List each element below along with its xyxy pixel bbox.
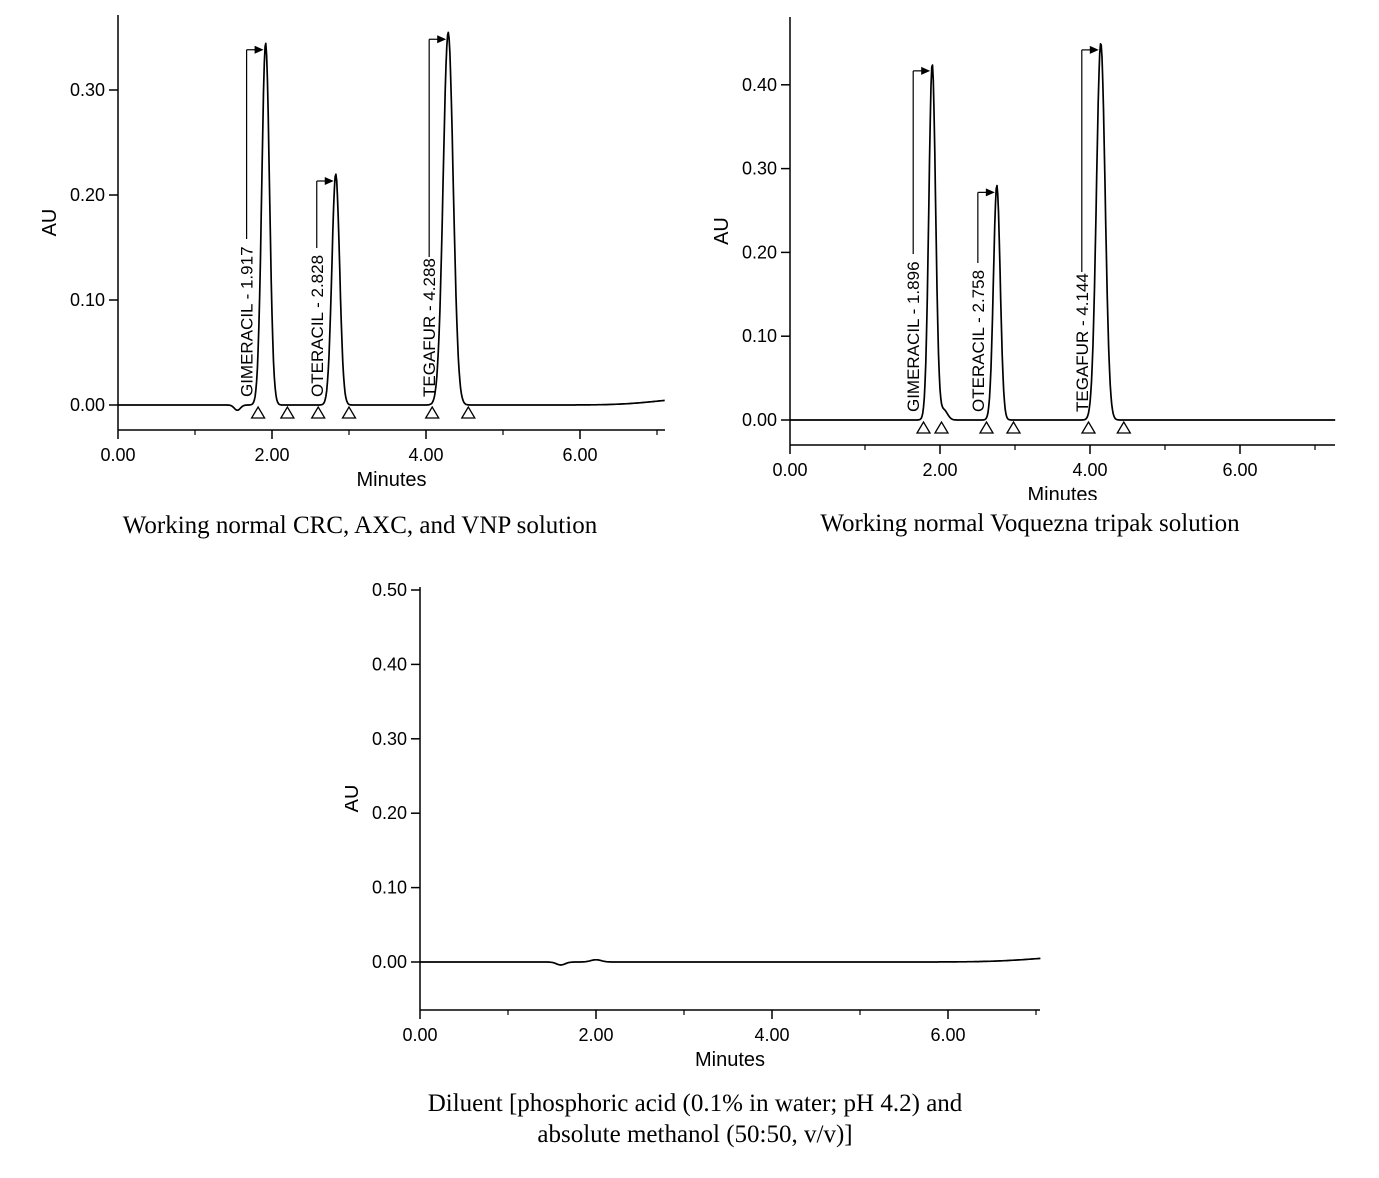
- x-tick-label: 4.00: [408, 445, 443, 465]
- y-tick-label: 0.10: [70, 290, 105, 310]
- caption-crc-axc-vnp: Working normal CRC, AXC, and VNP solutio…: [30, 510, 690, 541]
- y-axis-title: AU: [345, 785, 363, 813]
- peak-label: TEGAFUR - 4.288: [420, 258, 439, 397]
- x-tick-label: 6.00: [930, 1025, 965, 1045]
- integration-marker: [933, 420, 950, 434]
- chromatogram-crc-axc-vnp: 0.00 0.10 0.20 0.30 0.00 2.00 4.00 6.00 GIMERACI…: [39, 15, 665, 491]
- x-tick-label: 0.00: [772, 460, 807, 480]
- peak-arrowhead-icon: [254, 45, 264, 54]
- integration-marker: [250, 405, 266, 419]
- integration-marker: [424, 405, 440, 419]
- caption-diluent-blank: Diluent [phosphoric acid (0.1% in water;…: [345, 1088, 1045, 1151]
- peak-label: GIMERACIL - 1.917: [238, 246, 257, 397]
- y-tick-label: 0.30: [70, 80, 105, 100]
- peak-arrowhead-icon: [985, 188, 995, 197]
- integration-marker: [915, 420, 932, 434]
- y-tick-label: 0.00: [372, 952, 407, 972]
- chromatogram-trace: [789, 42, 1336, 421]
- caption-text: Working normal CRC, AXC, and VNP solutio…: [122, 512, 598, 539]
- x-tick-label: 2.00: [254, 445, 289, 465]
- peak-label: OTERACIL - 2.828: [308, 255, 327, 397]
- peak-arrowhead-icon: [324, 177, 334, 185]
- figure-voquezna-tripak: 0.00 0.10 0.20 0.30 0.40 0.00 2.00 4.00 6.00 GIME…: [700, 5, 1360, 539]
- integration-marker: [978, 420, 995, 434]
- chromatogram-voquezna-tripak: 0.00 0.10 0.20 0.30 0.40 0.00 2.00 4.00 6.00 GIME…: [711, 17, 1336, 500]
- chromatogram-trace: [117, 31, 665, 412]
- x-tick-label: 4.00: [754, 1025, 789, 1045]
- x-tick-label: 4.00: [1072, 460, 1107, 480]
- peak-arrowhead-icon: [437, 35, 447, 44]
- y-tick-label: 0.30: [742, 159, 777, 179]
- y-tick-label: 0.50: [372, 580, 407, 600]
- caption-text-line1: Diluent [phosphoric acid (0.1% in water;…: [427, 1090, 963, 1117]
- y-tick-label: 0.20: [70, 185, 105, 205]
- caption-text: Working normal Voquezna tripak solution: [820, 510, 1240, 537]
- caption-voquezna-tripak: Working normal Voquezna tripak solution: [700, 508, 1360, 539]
- integration-marker: [460, 405, 476, 419]
- x-tick-label: 2.00: [922, 460, 957, 480]
- integration-marker: [310, 405, 326, 419]
- y-axis-title: AU: [39, 209, 61, 237]
- integration-marker: [1116, 420, 1132, 434]
- figure-diluent-blank: 0.00 0.10 0.20 0.30 0.40 0.50 0.00 2.00 4.00 6.00…: [345, 575, 1045, 1151]
- x-tick-label: 2.00: [578, 1025, 613, 1045]
- x-axis-title: Minutes: [356, 469, 426, 491]
- x-axis-title: Minutes: [695, 1049, 765, 1070]
- x-axis-title: Minutes: [1027, 484, 1097, 500]
- x-tick-label: 6.00: [562, 445, 597, 465]
- y-tick-label: 0.40: [372, 654, 407, 674]
- y-tick-label: 0.40: [742, 75, 777, 95]
- y-axis-title: AU: [711, 217, 733, 245]
- x-tick-label: 0.00: [100, 445, 135, 465]
- peak-label: OTERACIL - 2.758: [969, 270, 988, 412]
- y-tick-label: 0.30: [372, 729, 407, 749]
- x-tick-label: 6.00: [1222, 460, 1257, 480]
- x-tick-label: 0.00: [402, 1025, 437, 1045]
- integration-marker: [341, 405, 357, 419]
- y-tick-label: 0.20: [742, 242, 777, 262]
- peak-arrowhead-icon: [1089, 45, 1099, 54]
- peak-arrowhead-icon: [921, 66, 931, 75]
- y-tick-label: 0.00: [742, 410, 777, 430]
- y-tick-label: 0.00: [70, 395, 105, 415]
- peak-label: TEGAFUR - 4.144: [1073, 273, 1092, 412]
- y-tick-label: 0.10: [742, 326, 777, 346]
- chromatogram-diluent-blank: 0.00 0.10 0.20 0.30 0.40 0.50 0.00 2.00 4.00 6.00…: [345, 580, 1041, 1070]
- y-tick-label: 0.20: [372, 803, 407, 823]
- caption-text-line2: absolute methanol (50:50, v/v)]: [537, 1121, 853, 1149]
- integration-marker: [1005, 420, 1022, 434]
- y-tick-label: 0.10: [372, 878, 407, 898]
- figure-crc-axc-vnp: 0.00 0.10 0.20 0.30 0.00 2.00 4.00 6.00 GIMERACI…: [30, 5, 690, 541]
- integration-marker: [1080, 420, 1097, 434]
- integration-marker: [279, 405, 296, 419]
- peak-label: GIMERACIL - 1.896: [904, 261, 923, 412]
- chromatogram-trace: [420, 957, 1041, 966]
